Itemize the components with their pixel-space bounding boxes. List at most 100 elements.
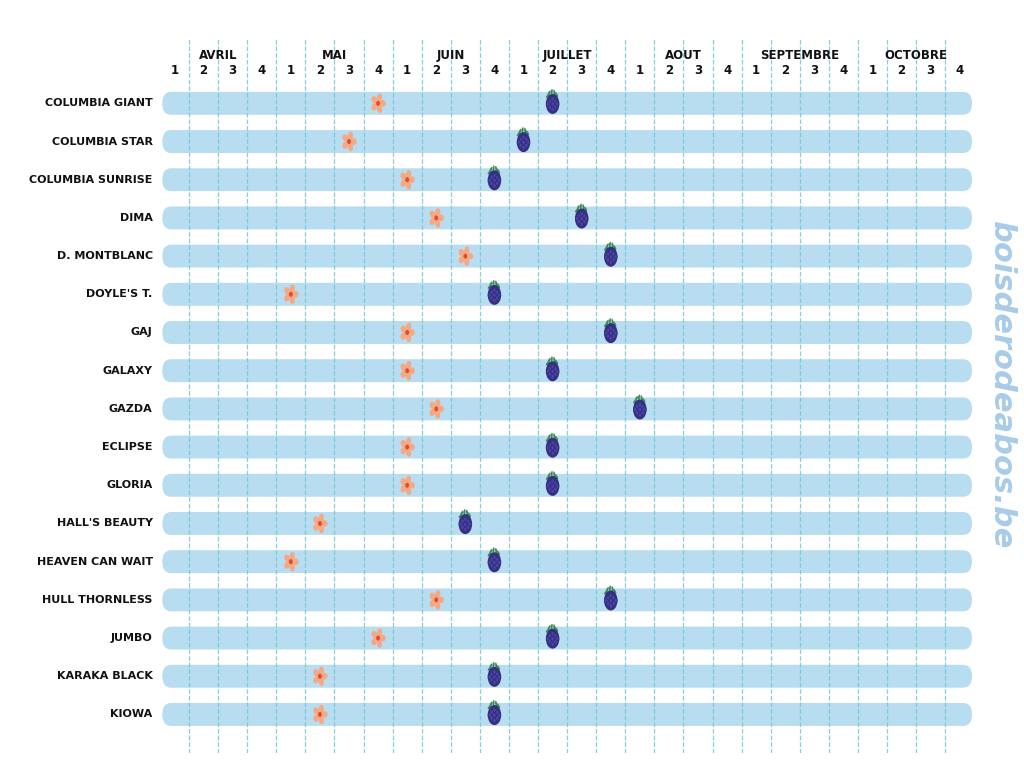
Ellipse shape xyxy=(546,438,550,442)
Circle shape xyxy=(575,217,579,221)
Circle shape xyxy=(548,634,552,638)
Circle shape xyxy=(609,336,612,341)
Circle shape xyxy=(547,445,550,450)
Ellipse shape xyxy=(313,523,319,531)
FancyBboxPatch shape xyxy=(162,512,972,535)
Text: DOYLE'S T.: DOYLE'S T. xyxy=(86,290,153,300)
Circle shape xyxy=(489,558,494,562)
Circle shape xyxy=(318,712,322,717)
Text: 4: 4 xyxy=(840,65,848,78)
Circle shape xyxy=(493,298,497,303)
Ellipse shape xyxy=(437,406,444,412)
Circle shape xyxy=(609,250,612,254)
Text: DIMA: DIMA xyxy=(120,213,153,223)
Text: COLUMBIA SUNRISE: COLUMBIA SUNRISE xyxy=(30,175,153,185)
Circle shape xyxy=(548,99,552,104)
Circle shape xyxy=(606,257,609,262)
Circle shape xyxy=(406,368,410,373)
Circle shape xyxy=(376,101,380,106)
Text: 3: 3 xyxy=(694,65,702,78)
Ellipse shape xyxy=(635,396,638,401)
Circle shape xyxy=(548,105,552,109)
Ellipse shape xyxy=(633,399,646,419)
Circle shape xyxy=(634,408,637,412)
Text: GAZDA: GAZDA xyxy=(109,404,153,414)
Ellipse shape xyxy=(555,475,558,479)
Text: OCTOBRE: OCTOBRE xyxy=(885,49,947,62)
Text: JUMBO: JUMBO xyxy=(111,633,153,643)
Text: COLUMBIA STAR: COLUMBIA STAR xyxy=(51,137,153,147)
Ellipse shape xyxy=(584,207,587,212)
Ellipse shape xyxy=(553,472,555,477)
Ellipse shape xyxy=(574,208,589,229)
Text: GLORIA: GLORIA xyxy=(106,480,153,490)
Ellipse shape xyxy=(400,173,407,180)
Ellipse shape xyxy=(377,94,382,101)
Circle shape xyxy=(548,443,552,448)
Ellipse shape xyxy=(613,322,616,326)
Circle shape xyxy=(641,405,644,409)
Text: JUILLET: JUILLET xyxy=(543,49,592,62)
Text: MAI: MAI xyxy=(322,49,347,62)
Ellipse shape xyxy=(466,510,468,515)
Circle shape xyxy=(551,97,554,101)
Circle shape xyxy=(489,678,494,682)
Ellipse shape xyxy=(517,132,530,152)
Circle shape xyxy=(493,675,497,679)
Circle shape xyxy=(548,640,552,644)
Ellipse shape xyxy=(406,475,412,484)
Circle shape xyxy=(583,220,586,224)
Circle shape xyxy=(489,672,494,677)
Circle shape xyxy=(643,408,646,412)
Circle shape xyxy=(554,372,557,377)
Ellipse shape xyxy=(548,358,551,363)
Circle shape xyxy=(496,290,499,295)
Text: 4: 4 xyxy=(606,65,614,78)
Ellipse shape xyxy=(497,665,500,670)
Ellipse shape xyxy=(638,395,640,400)
Circle shape xyxy=(318,521,322,526)
Ellipse shape xyxy=(493,165,495,171)
Ellipse shape xyxy=(551,432,553,439)
Ellipse shape xyxy=(292,558,299,565)
Ellipse shape xyxy=(380,634,386,641)
Circle shape xyxy=(612,596,615,600)
Ellipse shape xyxy=(318,525,324,533)
Ellipse shape xyxy=(400,440,407,447)
Ellipse shape xyxy=(613,589,616,594)
Circle shape xyxy=(289,292,293,296)
Ellipse shape xyxy=(497,551,500,555)
Ellipse shape xyxy=(318,716,324,724)
FancyBboxPatch shape xyxy=(162,474,972,497)
Circle shape xyxy=(551,642,554,647)
Ellipse shape xyxy=(489,549,493,554)
Ellipse shape xyxy=(322,673,328,680)
Circle shape xyxy=(547,484,550,488)
Circle shape xyxy=(609,260,612,264)
Circle shape xyxy=(554,481,557,485)
Circle shape xyxy=(641,410,644,415)
Circle shape xyxy=(580,222,584,227)
Ellipse shape xyxy=(372,638,378,645)
Ellipse shape xyxy=(489,167,493,172)
Circle shape xyxy=(467,525,470,529)
Ellipse shape xyxy=(400,326,407,333)
Ellipse shape xyxy=(348,143,353,151)
Text: 3: 3 xyxy=(927,65,935,78)
Ellipse shape xyxy=(487,705,501,725)
Ellipse shape xyxy=(313,707,319,714)
Ellipse shape xyxy=(489,702,493,707)
Circle shape xyxy=(554,640,557,644)
Ellipse shape xyxy=(290,563,295,571)
Circle shape xyxy=(434,598,438,602)
Circle shape xyxy=(406,483,410,488)
Circle shape xyxy=(638,412,642,417)
Text: 4: 4 xyxy=(955,65,964,78)
Circle shape xyxy=(467,519,470,524)
Ellipse shape xyxy=(313,676,319,684)
Circle shape xyxy=(638,408,642,412)
Text: SEPTEMBRE: SEPTEMBRE xyxy=(760,49,840,62)
Ellipse shape xyxy=(604,323,617,343)
Circle shape xyxy=(434,406,438,412)
Ellipse shape xyxy=(606,587,609,592)
